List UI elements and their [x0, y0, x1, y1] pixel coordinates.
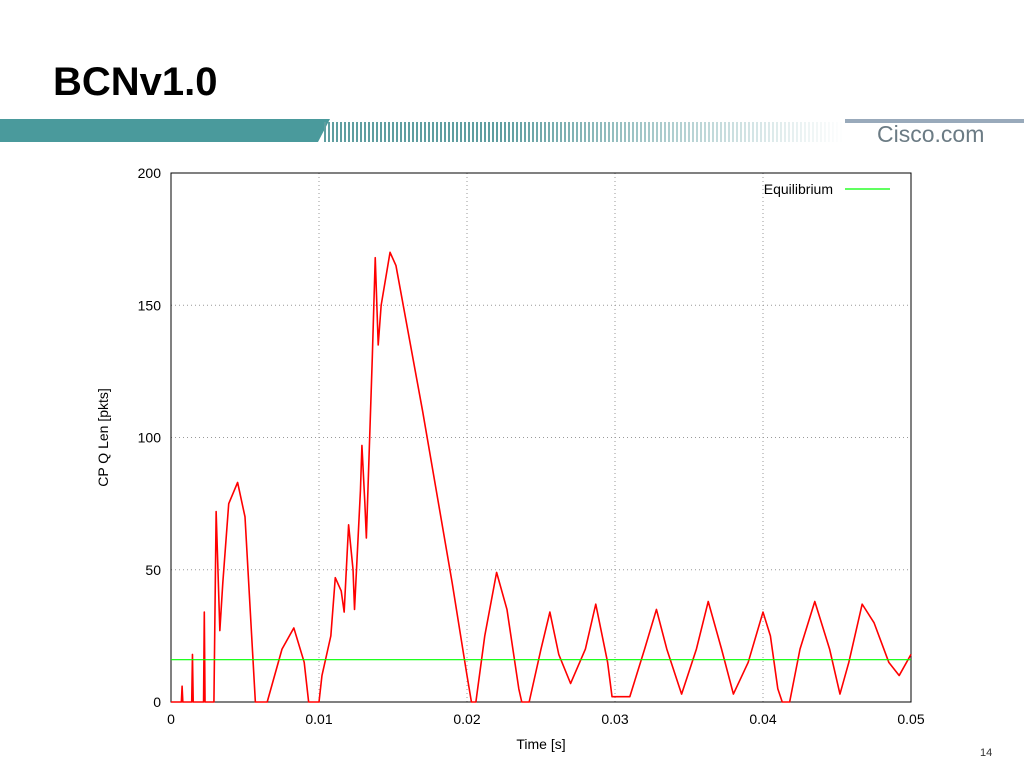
x-tick-label: 0.02 — [453, 711, 480, 727]
y-tick-label: 100 — [138, 430, 162, 446]
slide-title: BCNv1.0 — [53, 60, 218, 104]
y-tick-label: 50 — [145, 562, 161, 578]
x-tick-label: 0.04 — [749, 711, 776, 727]
logo: Cisco.com — [877, 121, 984, 147]
header-band — [0, 119, 1024, 142]
plot-frame — [170, 172, 912, 703]
x-tick-label: 0.01 — [305, 711, 332, 727]
y-tick-label: 200 — [138, 165, 162, 181]
y-tick-label: 0 — [153, 694, 161, 710]
y-tick-label: 150 — [138, 297, 162, 313]
page-number: 14 — [980, 747, 992, 759]
x-tick-label: 0.03 — [601, 711, 628, 727]
y-axis-label: CP Q Len [pkts] — [95, 388, 111, 487]
legend-label: Equilibrium — [764, 181, 833, 197]
x-tick-label: 0 — [167, 711, 175, 727]
x-axis-label: Time [s] — [516, 736, 565, 752]
chart: 0 50 100 150 200 0 0.01 0.02 0.03 0.04 0.05 Time [s… — [95, 165, 925, 752]
data-line — [171, 251, 912, 703]
x-tick-label: 0.05 — [897, 711, 924, 727]
